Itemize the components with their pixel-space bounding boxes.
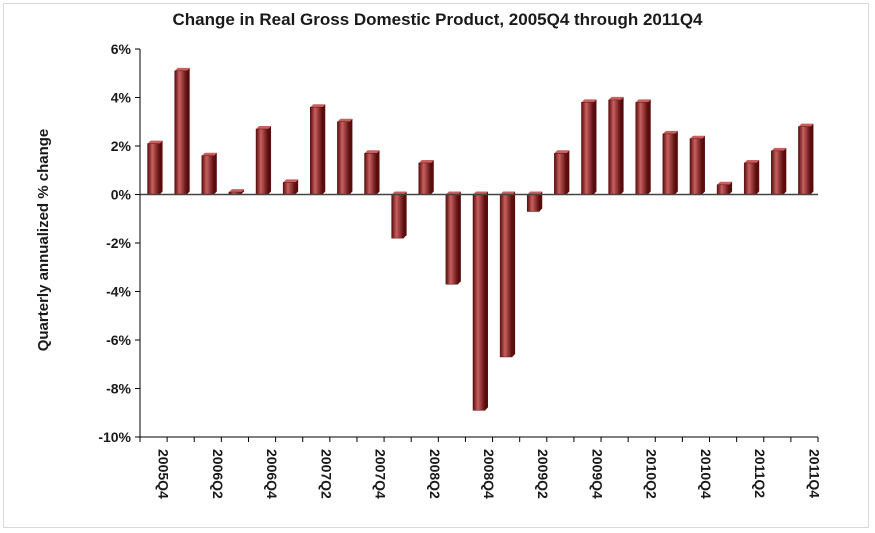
bar-2011Q1 [716,181,733,195]
bar-2010Q2 [635,99,651,195]
x-tick-label: 2006Q4 [264,449,280,499]
bar-2011Q2 [743,159,760,195]
bar-2006Q3 [228,189,244,195]
x-tick-label: 2009Q2 [535,449,551,499]
x-axis-ticks: 2005Q4 2006Q2 2006Q4 2007Q2 2007Q4 2008Q2 2008… [139,437,822,499]
x-tick-label: 2011Q4 [806,449,822,498]
x-tick-label: 2010Q2 [644,449,660,499]
y-axis-ticks: 6% 4% 2% 0% -2% -4% -6% -8% -10% [98,41,140,445]
y-tick-label: 4% [111,90,132,106]
x-tick-label: 2011Q2 [752,449,768,498]
x-tick-label: 2008Q4 [481,449,497,499]
bar-2005Q4 [147,140,163,195]
bar-2011Q4 [798,123,814,195]
x-tick-label: 2005Q4 [156,449,172,499]
y-tick-label: -8% [106,381,131,397]
bar-2009Q3 [554,150,570,195]
bar-2010Q3 [662,130,678,195]
x-tick-label: 2010Q4 [698,449,714,499]
y-tick-label: 0% [111,187,132,203]
x-tick-label: 2006Q2 [210,449,226,499]
bar-2010Q4 [689,135,705,195]
x-tick-label: 2008Q2 [427,449,443,499]
bar-2007Q2 [310,104,326,195]
y-tick-label: -6% [106,332,131,348]
bar-2007Q3 [337,118,353,195]
x-tick-label: 2007Q4 [373,449,389,499]
bar-2007Q1 [282,179,299,195]
y-tick-label: 2% [111,138,132,154]
bar-2011Q3 [771,147,787,195]
bar-2008Q3 [445,191,461,285]
y-tick-label: -10% [98,429,131,445]
x-tick-label: 2009Q4 [589,449,605,499]
bar-2009Q4 [581,99,597,195]
bar-2006Q1 [174,67,190,195]
x-tick-label: 2007Q2 [318,449,334,499]
y-axis-label: Quarterly annualized % change [35,129,52,352]
y-tick-label: 6% [111,41,132,57]
y-tick-label: -2% [106,235,131,251]
chart-title: Change in Real Gross Domestic Product, 2… [172,10,703,29]
bar-2008Q1 [391,191,407,239]
y-tick-label: -4% [106,284,131,300]
bar-2008Q2 [418,159,434,195]
bar-2006Q4 [255,126,272,195]
bar-2009Q1 [499,191,516,358]
bar-2008Q4 [472,191,488,411]
chart-frame [3,3,869,528]
bar-2007Q4 [364,150,380,195]
bar-2006Q2 [201,152,217,195]
bars [147,67,814,411]
bar-2010Q1 [608,96,624,195]
